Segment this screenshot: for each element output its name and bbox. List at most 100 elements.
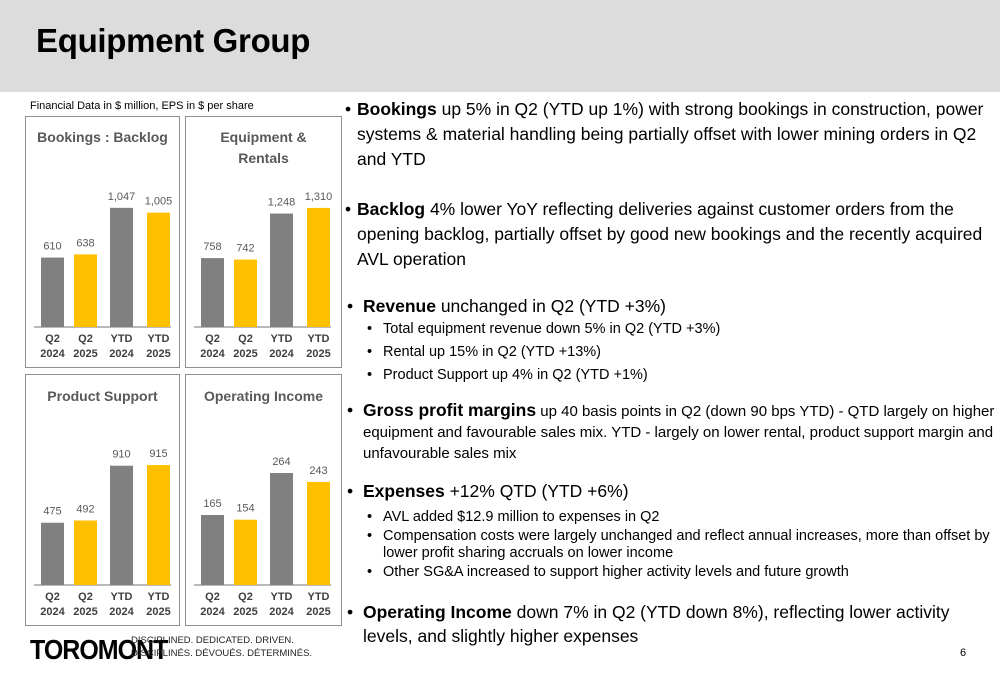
category-label: 2024: [109, 348, 134, 360]
equipment-rentals-chart: Equipment & Rentals 758 Q2 2024 742 Q2 2025 1,…: [185, 116, 342, 368]
bar: [74, 520, 97, 585]
bar: [110, 465, 133, 585]
bullet-operating-income: • Operating Income down 7% in Q2 (YTD do…: [345, 600, 995, 648]
category-label: Q2: [78, 333, 93, 345]
bullet-glyph: •: [367, 321, 373, 337]
bar: [307, 207, 330, 327]
tagline-fr: DISCIPLINÉS. DÉVOUÉS. DÉTERMINÉS.: [131, 648, 313, 659]
data-label: 475: [43, 506, 61, 518]
category-label: 2024: [269, 606, 294, 618]
chart-title: Product Support: [47, 388, 158, 404]
bullet-bookings: • Bookings up 5% in Q2 (YTD up 1%) with …: [345, 97, 995, 172]
bullet-text: up 5% in Q2 (YTD up 1%) with strong book…: [357, 99, 984, 169]
bullet-glyph: •: [367, 528, 373, 544]
sub-bullet: • Product Support up 4% in Q2 (YTD +1%): [367, 367, 648, 383]
bar: [41, 522, 64, 585]
sub-bullet: • Other SG&A increased to support higher …: [367, 564, 849, 580]
bar: [201, 258, 224, 327]
bullet-glyph: •: [347, 602, 354, 622]
data-label: 758: [203, 241, 221, 253]
bullet-keyword: Gross profit margins: [363, 400, 537, 420]
category-label: 2025: [73, 348, 97, 360]
page-title: Equipment Group: [36, 22, 311, 59]
sub-bullet: • Rental up 15% in Q2 (YTD +13%): [367, 344, 602, 360]
category-label: Q2: [45, 591, 60, 603]
bar: [110, 207, 133, 327]
chart-title: Bookings : Backlog: [37, 129, 168, 145]
category-label: 2025: [146, 348, 170, 360]
bar: [74, 254, 97, 327]
category-label: 2024: [40, 606, 65, 618]
category-label: Q2: [205, 333, 220, 345]
chart-plot: 475 Q2 2024 492 Q2 2025 910 YTD 2024 915 YTD 2025: [34, 448, 171, 618]
bullet-glyph: •: [347, 296, 354, 316]
category-label: YTD: [148, 591, 170, 603]
bullet-glyph: •: [347, 481, 354, 501]
sub-bullet: • Compensation costs were largely unchang…: [367, 528, 990, 561]
bar: [147, 465, 170, 585]
bullet-glyph: •: [345, 99, 352, 119]
tagline-en: DISCIPLINED. DEDICATED. DRIVEN.: [131, 635, 294, 646]
category-label: YTD: [271, 333, 293, 345]
category-label: 2024: [269, 348, 294, 360]
bullet-revenue: • Revenue unchanged in Q2 (YTD +3%): [345, 294, 995, 318]
data-label: 742: [236, 243, 254, 255]
sub-bullet: • AVL added $12.9 million to expenses in …: [367, 509, 660, 525]
bullet-text: 4% lower YoY reflecting deliveries again…: [357, 199, 983, 269]
tagline: DISCIPLINED. DEDICATED. DRIVEN. DISCIPLI…: [131, 634, 312, 660]
data-label: 264: [272, 456, 290, 468]
bar: [201, 515, 224, 585]
bookings-backlog-chart: Bookings : Backlog 610 Q2 2024 638 Q2 2025 1,0…: [25, 116, 180, 368]
category-label: 2025: [306, 348, 330, 360]
data-label: 1,248: [268, 197, 296, 209]
bar: [147, 212, 170, 327]
bullet-keyword: Revenue: [363, 296, 436, 316]
product-support-chart: Product Support 475 Q2 2024 492 Q2 2025 910 YTD…: [25, 374, 180, 626]
category-label: 2025: [306, 606, 330, 618]
chart-plot: 165 Q2 2024 154 Q2 2025 264 YTD 2024 243 YTD 2025: [194, 456, 331, 618]
bullet-expenses: • Expenses +12% QTD (YTD +6%): [345, 479, 995, 503]
bullet-text: +12% QTD (YTD +6%): [444, 481, 629, 501]
bullet-glyph: •: [367, 367, 373, 383]
bullet-keyword: Expenses: [363, 481, 445, 501]
category-label: YTD: [111, 591, 133, 603]
bullet-glyph: •: [367, 344, 373, 360]
data-label: 638: [76, 237, 94, 249]
category-label: 2025: [73, 606, 97, 618]
data-label: 165: [203, 498, 221, 510]
sub-bullet: • Total equipment revenue down 5% in Q2 (…: [367, 321, 721, 337]
bar: [270, 213, 293, 327]
header-band: Equipment Group: [0, 0, 1000, 92]
bullet-glyph: •: [347, 400, 354, 420]
category-label: Q2: [238, 591, 253, 603]
bullet-text: unchanged in Q2 (YTD +3%): [435, 296, 667, 316]
category-label: YTD: [111, 333, 133, 345]
bullet-glyph: •: [367, 509, 373, 525]
category-label: 2024: [200, 348, 225, 360]
category-label: Q2: [238, 333, 253, 345]
page-number: 6: [960, 647, 967, 659]
chart-title: Equipment & Rentals: [220, 129, 307, 166]
data-label: 915: [149, 448, 167, 460]
bullet-keyword: Operating Income: [363, 602, 512, 622]
category-label: 2025: [146, 606, 170, 618]
bullet-text: down 7% in Q2 (YTD down 8%), reflecting …: [363, 602, 950, 646]
bar: [41, 257, 64, 327]
bullet-keyword: Bookings: [357, 99, 437, 119]
toromont-logo: TOROMONT: [30, 635, 168, 666]
data-label: 1,047: [108, 191, 136, 203]
operating-income-chart: Operating Income 165 Q2 2024 154 Q2 2025 264 YT…: [185, 374, 342, 626]
category-label: Q2: [45, 333, 60, 345]
data-label: 154: [236, 503, 254, 515]
bar: [307, 481, 330, 585]
bar: [234, 519, 257, 585]
category-label: 2024: [40, 348, 65, 360]
data-label: 243: [309, 465, 327, 477]
category-label: 2025: [233, 348, 257, 360]
chart-title: Operating Income: [203, 388, 324, 404]
financial-data-note: Financial Data in $ million, EPS in $ pe…: [30, 100, 254, 112]
bullet-keyword: Backlog: [357, 199, 426, 219]
data-label: 610: [43, 241, 61, 253]
bullet-backlog: • Backlog 4% lower YoY reflecting delive…: [345, 197, 995, 272]
category-label: YTD: [148, 333, 170, 345]
